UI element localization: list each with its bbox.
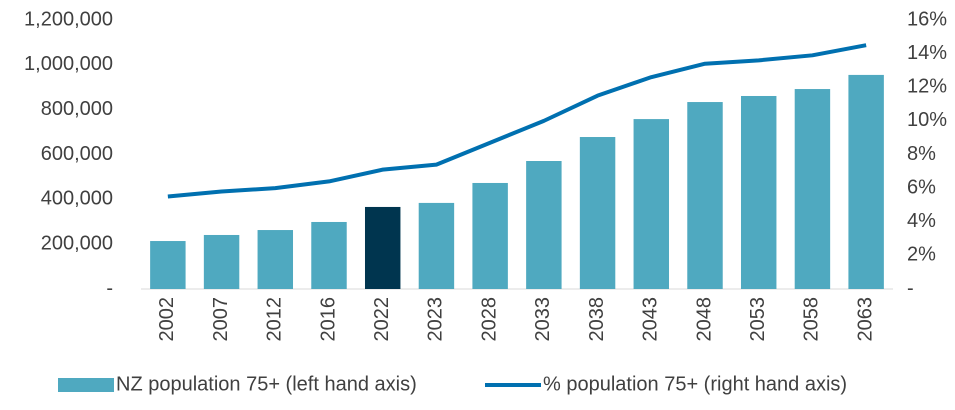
y-tick-label: 1,200,000 <box>24 8 113 30</box>
y-tick-label: 800,000 <box>41 98 113 120</box>
x-tick-label: 2002 <box>156 297 178 342</box>
y2-tick-label: 16% <box>907 8 947 30</box>
y2-tick-label: 8% <box>907 143 936 165</box>
x-tick-label: 2043 <box>640 297 662 342</box>
x-tick-label: 2016 <box>317 297 339 342</box>
bar <box>579 137 616 289</box>
x-tick-label: 2038 <box>586 297 608 342</box>
y-tick-label: 1,000,000 <box>24 53 113 75</box>
x-tick-label: 2007 <box>210 297 232 342</box>
x-tick-label: 2012 <box>264 297 286 342</box>
bar <box>311 221 347 289</box>
bar <box>418 202 455 289</box>
y-tick-label: 600,000 <box>41 143 113 165</box>
y2-tick-label: 10% <box>907 109 947 131</box>
x-tick-label: 2033 <box>532 297 554 342</box>
x-tick-label: 2028 <box>478 297 500 342</box>
y2-tick-label: 14% <box>907 42 947 64</box>
y2-tick-label: - <box>907 277 914 299</box>
y2-tick-label: 12% <box>907 76 947 98</box>
bar <box>687 102 723 289</box>
y-tick-label: 200,000 <box>41 232 113 254</box>
x-tick-label: 2058 <box>801 297 823 342</box>
legend-swatch <box>58 378 114 392</box>
x-tick-label: 2023 <box>425 297 447 342</box>
bar <box>472 182 508 289</box>
bar <box>257 230 294 289</box>
y2-tick-label: 6% <box>907 176 936 198</box>
bar <box>848 74 884 289</box>
bar <box>150 241 186 289</box>
bar <box>740 95 777 290</box>
y-tick-label: 400,000 <box>41 188 113 210</box>
x-tick-label: 2022 <box>371 297 393 342</box>
bar <box>203 234 240 289</box>
y2-tick-label: 2% <box>907 244 936 266</box>
legend-label: % population 75+ (right hand axis) <box>543 373 847 395</box>
line <box>167 43 867 199</box>
legend-label: NZ population 75+ (left hand axis) <box>116 373 417 395</box>
x-tick-label: 2053 <box>747 297 769 342</box>
bar <box>364 206 401 289</box>
y-tick-label: - <box>106 277 113 299</box>
bar <box>633 119 670 289</box>
x-tick-label: 2063 <box>854 297 876 342</box>
y2-tick-label: 4% <box>907 210 936 232</box>
bar <box>526 161 562 289</box>
bar <box>794 89 831 289</box>
x-tick-label: 2048 <box>693 297 715 342</box>
